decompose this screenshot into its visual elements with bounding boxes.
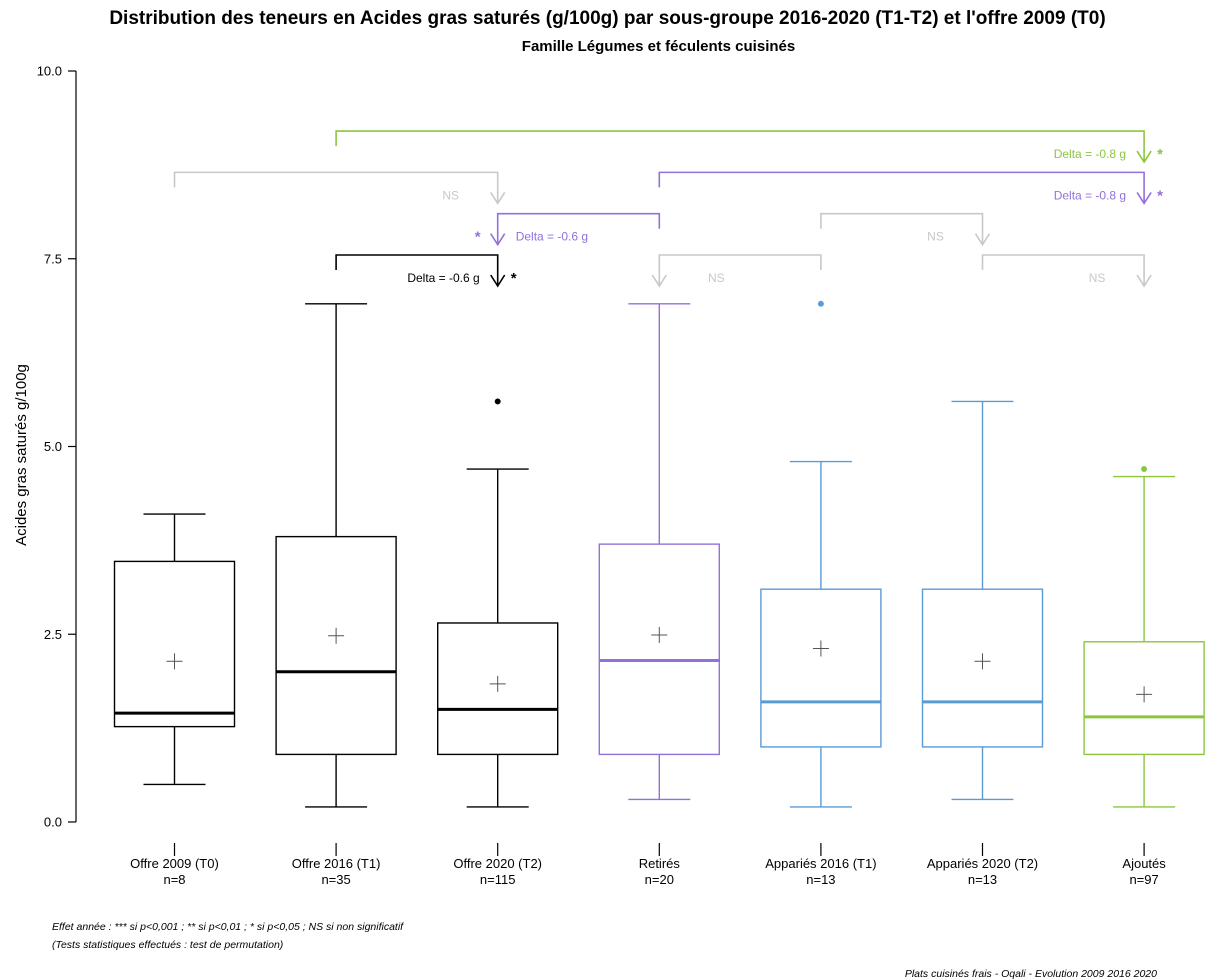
source-note: Plats cuisinés frais - Oqali - Evolution… bbox=[904, 968, 1157, 980]
x-category-label: Offre 2009 (T0) bbox=[130, 856, 219, 871]
comparison-bracket bbox=[496, 212, 661, 245]
x-count-label: n=13 bbox=[806, 872, 835, 887]
box-iqr bbox=[113, 560, 236, 728]
comparison-arrow bbox=[1136, 150, 1152, 164]
comparison-arrow bbox=[490, 191, 506, 205]
comparison-label: NS bbox=[927, 230, 944, 244]
comparison-arrow bbox=[1136, 191, 1152, 205]
box-iqr bbox=[437, 622, 559, 756]
comparison-arrow bbox=[974, 233, 991, 247]
comparison-bracket bbox=[658, 254, 822, 286]
significance-legend: Effet année : *** si p<0,001 ; ** si p<0… bbox=[52, 921, 404, 933]
outlier-point bbox=[1141, 466, 1148, 473]
comparison-label: NS bbox=[442, 188, 459, 202]
y-tick-label: 7.5 bbox=[44, 251, 62, 266]
x-category-label: Offre 2020 (T2) bbox=[453, 856, 542, 871]
comparison-bracket bbox=[981, 254, 1145, 286]
comparison-arrow bbox=[490, 274, 506, 288]
box-iqr bbox=[1083, 641, 1205, 756]
x-category-label: Retirés bbox=[639, 856, 681, 871]
test-method-note: (Tests statistiques effectués : test de … bbox=[52, 939, 284, 951]
chart-title: Distribution des teneurs en Acides gras … bbox=[109, 8, 1106, 29]
comparison-label: Delta = -0.6 g bbox=[407, 271, 479, 285]
x-category-label: Ajoutés bbox=[1122, 856, 1166, 871]
y-tick-label: 2.5 bbox=[44, 627, 62, 642]
y-tick-label: 10.0 bbox=[37, 64, 62, 79]
x-count-label: n=13 bbox=[968, 872, 997, 887]
x-count-label: n=115 bbox=[480, 872, 516, 887]
comparison-bracket bbox=[820, 212, 984, 245]
box-iqr bbox=[275, 535, 397, 756]
x-count-label: n=8 bbox=[163, 872, 185, 887]
comparison-label: Delta = -0.8 g bbox=[1054, 147, 1126, 161]
significance-star: * bbox=[1157, 146, 1163, 163]
comparison-label: Delta = -0.6 g bbox=[516, 230, 588, 244]
y-tick-label: 0.0 bbox=[44, 815, 62, 830]
significance-star: * bbox=[475, 229, 481, 246]
x-count-label: n=20 bbox=[645, 872, 674, 887]
x-count-label: n=35 bbox=[321, 872, 350, 887]
y-axis-title: Acides gras saturés g/100g bbox=[13, 364, 30, 546]
chart-subtitle: Famille Légumes et féculents cuisinés bbox=[521, 38, 796, 55]
comparison-bracket bbox=[335, 130, 1145, 163]
comparison-label: NS bbox=[708, 271, 725, 285]
outlier-point bbox=[494, 398, 501, 405]
comparison-bracket bbox=[173, 171, 499, 204]
comparison-bracket bbox=[335, 254, 499, 286]
significance-star: * bbox=[1157, 187, 1163, 204]
box-iqr bbox=[921, 588, 1044, 748]
x-category-label: Offre 2016 (T1) bbox=[292, 856, 381, 871]
box-iqr bbox=[760, 588, 882, 748]
x-category-label: Appariés 2020 (T2) bbox=[927, 856, 1038, 871]
y-tick-label: 5.0 bbox=[44, 439, 62, 454]
comparison-arrow bbox=[1136, 274, 1152, 288]
comparison-bracket bbox=[658, 171, 1145, 204]
significance-star: * bbox=[511, 270, 517, 287]
x-count-label: n=97 bbox=[1129, 872, 1158, 887]
outlier-point bbox=[817, 300, 824, 307]
box-iqr bbox=[598, 543, 720, 756]
comparison-arrow bbox=[651, 274, 667, 288]
comparison-label: Delta = -0.8 g bbox=[1054, 188, 1126, 202]
comparison-arrow bbox=[490, 233, 506, 247]
comparison-label: NS bbox=[1089, 271, 1106, 285]
x-category-label: Appariés 2016 (T1) bbox=[765, 856, 876, 871]
